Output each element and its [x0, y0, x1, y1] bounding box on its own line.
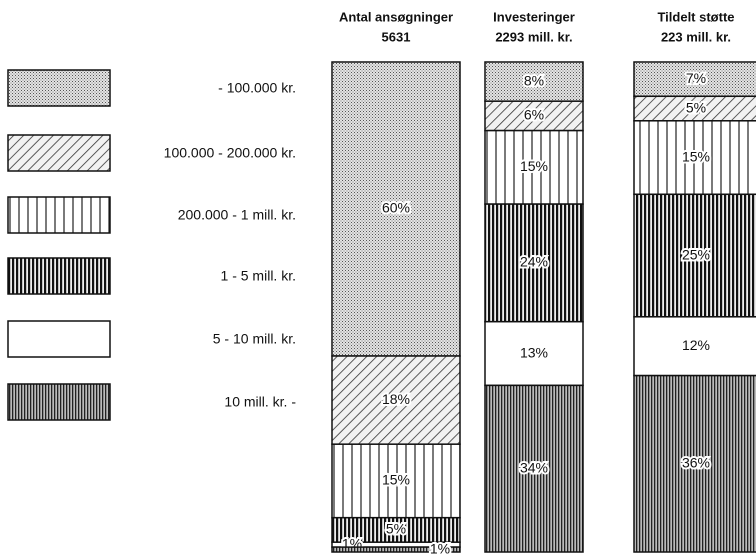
- bar-segment: [633, 316, 756, 377]
- bar-segment: [484, 203, 584, 323]
- bar-segment: [633, 120, 756, 196]
- bar-segment: [331, 516, 461, 543]
- bar-segment: [484, 320, 584, 387]
- legend-swatch: [7, 257, 111, 295]
- value-label: 6%: [524, 107, 544, 123]
- legend-swatch: [7, 320, 111, 358]
- value-label: 5%: [686, 99, 706, 115]
- value-label: 15%: [520, 158, 548, 174]
- category-label: Investeringer: [493, 9, 575, 24]
- bar-segment: [484, 61, 584, 102]
- legend-swatch: [7, 134, 111, 172]
- bar-segment: [633, 193, 756, 318]
- value-label: 12%: [682, 337, 710, 353]
- value-label: 13%: [520, 344, 548, 360]
- value-label: 36%: [682, 455, 710, 471]
- legend-label: - 100.000 kr.: [218, 80, 296, 96]
- bar-segment: [484, 384, 584, 553]
- bar-segment: [331, 355, 461, 445]
- category-label: Tildelt støtte: [657, 9, 734, 24]
- value-label: 34%: [520, 459, 548, 475]
- value-label: 5%: [386, 521, 406, 537]
- bar-segment: [331, 61, 461, 357]
- category-label: Antal ansøgninger: [339, 9, 453, 24]
- value-label: 15%: [382, 472, 410, 488]
- value-label: 24%: [520, 254, 548, 270]
- bar-segment: [633, 61, 756, 98]
- value-label: 18%: [382, 391, 410, 407]
- legend-swatch: [7, 383, 111, 421]
- bar-segment: [331, 546, 461, 553]
- legend-swatch: [7, 196, 111, 234]
- bar-segment: [633, 374, 756, 553]
- bar-segment: [484, 129, 584, 205]
- category-total: 223 mill. kr.: [661, 29, 731, 44]
- bar-segment: [633, 95, 756, 122]
- bar-segment: [484, 100, 584, 132]
- value-label: 8%: [524, 72, 544, 88]
- value-label: 7%: [686, 70, 706, 86]
- value-label: 25%: [682, 246, 710, 262]
- legend-label: 200.000 - 1 mill. kr.: [178, 207, 296, 223]
- legend-label: 10 mill. kr. -: [224, 394, 296, 410]
- legend-label: 1 - 5 mill. kr.: [221, 268, 296, 284]
- value-label: 15%: [682, 148, 710, 164]
- value-label: 1%: [430, 540, 450, 556]
- legend-label: 100.000 - 200.000 kr.: [164, 145, 296, 161]
- legend-swatch: [7, 69, 111, 107]
- category-total: 5631: [382, 29, 411, 44]
- value-label: 60%: [382, 200, 410, 216]
- legend-label: 5 - 10 mill. kr.: [213, 331, 296, 347]
- bar-segment: [331, 443, 461, 519]
- category-total: 2293 mill. kr.: [495, 29, 572, 44]
